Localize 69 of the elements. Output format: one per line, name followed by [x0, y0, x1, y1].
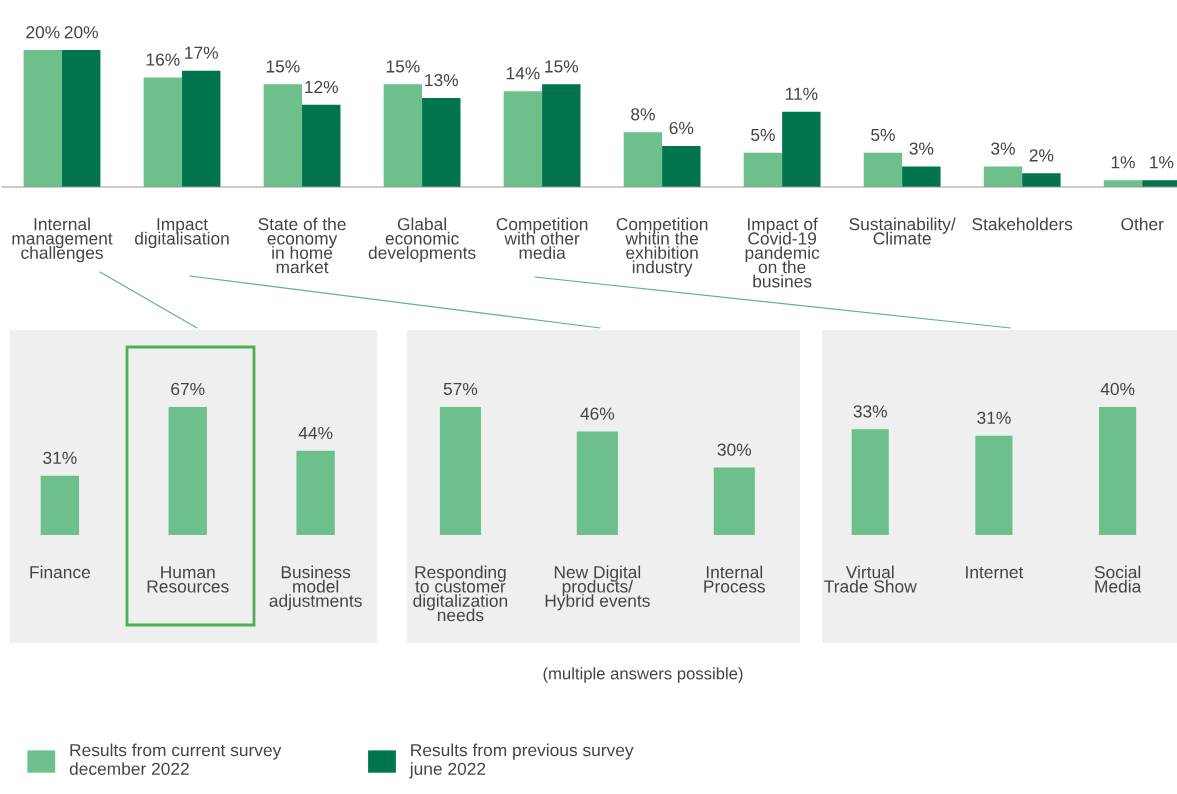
data-label: 5% — [871, 128, 895, 142]
bar — [263, 84, 303, 187]
x-tick-label: Other — [1121, 217, 1164, 231]
x-tick-label: State of the economy in home market — [258, 217, 346, 274]
text: (multiple answers possible) — [543, 667, 743, 683]
data-label: 31% — [977, 411, 1011, 424]
x-tick-label: Virtual Trade Show — [824, 565, 917, 593]
bar — [23, 50, 63, 187]
x-tick-label: New Digital products/ Hybrid events — [545, 565, 650, 611]
data-label: 1% — [1150, 156, 1174, 169]
data-label: 12% — [305, 80, 339, 94]
data-label: 46% — [580, 407, 615, 420]
x-tick-label: Finance — [30, 565, 90, 579]
bar — [902, 166, 941, 187]
data-label: 13% — [425, 73, 459, 87]
data-label: 15% — [545, 60, 579, 73]
data-label: 40% — [1100, 382, 1135, 396]
data-label: 44% — [298, 426, 333, 440]
bar — [1022, 173, 1061, 187]
x-tick-label: Internet — [966, 566, 1024, 579]
data-label: 67% — [171, 382, 205, 396]
x-tick-label: Impact digitalisation — [134, 218, 229, 249]
data-label: 14% — [506, 67, 540, 80]
data-label: 6% — [669, 121, 694, 135]
data-label: 3% — [909, 142, 934, 155]
data-label: 20% — [26, 26, 60, 39]
data-label: 17% — [185, 46, 218, 59]
data-label: 8% — [631, 108, 655, 121]
data-label: 31% — [43, 451, 77, 464]
bar — [743, 152, 783, 187]
legend-label: Results from current survey december 2022 — [69, 743, 282, 775]
bar — [542, 84, 581, 187]
bar — [623, 132, 663, 187]
x-tick-label: Stakeholders — [972, 217, 1073, 231]
data-label: 57% — [443, 382, 478, 396]
x-tick-label: Responding to customer digitalization needs — [413, 565, 508, 622]
x-tick-label: Human Resources — [147, 566, 229, 593]
data-label: 33% — [853, 405, 887, 418]
bar — [422, 98, 461, 187]
bar — [503, 91, 543, 187]
data-label: 15% — [266, 60, 300, 73]
data-label: 2% — [1029, 149, 1054, 162]
bar — [302, 104, 341, 187]
bar — [62, 50, 101, 187]
x-tick-label: Impact of Covid-19 pandemic on the busines — [745, 217, 820, 288]
x-tick-label: Sustainability/ Climate — [849, 217, 956, 245]
x-tick-label: Internal management challenges — [12, 217, 113, 263]
x-tick-label: Social Media — [1094, 565, 1142, 593]
bar — [662, 145, 701, 187]
bar — [383, 84, 423, 187]
data-label: 15% — [386, 60, 420, 73]
bar — [863, 152, 903, 187]
data-label: 30% — [717, 443, 752, 456]
data-label: 1% — [1111, 156, 1135, 169]
data-label: 3% — [991, 142, 1015, 155]
data-label: 20% — [64, 26, 98, 39]
x-tick-label: Glabal economic developments — [368, 217, 476, 263]
x-tick-label: Competition with other media — [496, 217, 588, 259]
bar — [782, 111, 821, 187]
x-tick-label: Internal Process — [704, 565, 765, 593]
x-tick-label: Competition whitin the exhibition industry — [616, 217, 708, 277]
x-tick-label: Business model adjustments — [269, 565, 362, 611]
data-label: 16% — [146, 53, 180, 66]
data-label: 11% — [785, 87, 818, 100]
bar — [182, 70, 221, 187]
bar — [983, 166, 1023, 187]
legend-label: Results from previous survey june 2022 — [409, 743, 634, 779]
data-label: 5% — [751, 128, 775, 142]
bar — [143, 77, 183, 187]
